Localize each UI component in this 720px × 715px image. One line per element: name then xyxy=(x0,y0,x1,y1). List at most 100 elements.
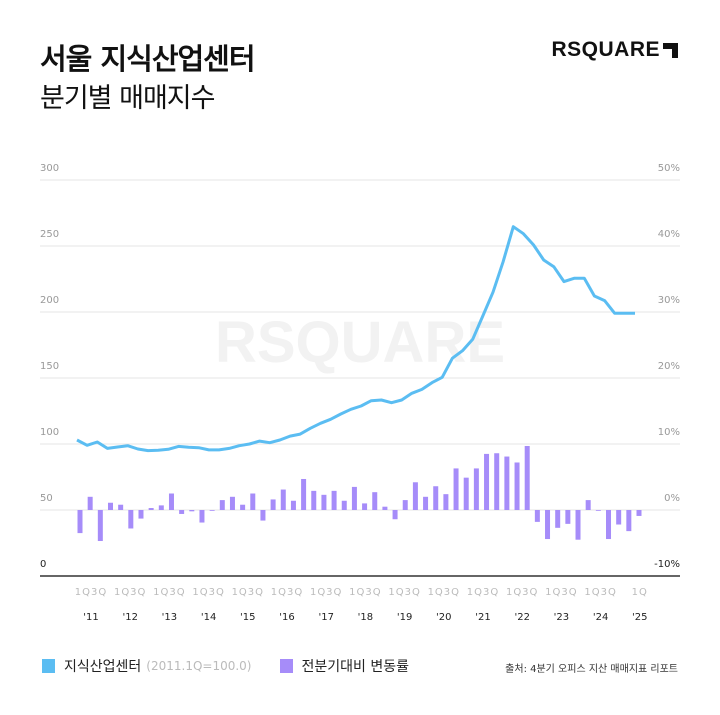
change-bar xyxy=(250,493,256,510)
x-year-tick-label: '20 xyxy=(436,612,451,623)
legend-bar-swatch xyxy=(279,659,293,673)
legend-line-note: (2011.1Q=100.0) xyxy=(146,659,252,673)
x-quarter-tick-label: 1Q3Q xyxy=(271,587,303,598)
right-axis-tick-label: 0% xyxy=(664,493,680,504)
x-quarter-tick-label: 1Q3Q xyxy=(428,587,460,598)
change-bar xyxy=(636,510,642,516)
chart-title: 서울 지식산업센터 xyxy=(40,42,256,76)
change-bar xyxy=(545,510,551,540)
x-quarter-tick-label: 1Q3Q xyxy=(232,587,264,598)
change-bar xyxy=(128,510,134,529)
x-year-tick-label: '23 xyxy=(554,612,569,623)
change-bar xyxy=(280,489,286,510)
right-axis-tick-label: 20% xyxy=(658,361,680,372)
change-bar xyxy=(118,504,124,510)
change-bar xyxy=(606,510,612,540)
change-bar xyxy=(626,510,632,532)
x-year-tick-label: '18 xyxy=(358,612,373,623)
x-year-tick-label: '14 xyxy=(201,612,216,623)
change-bar xyxy=(290,500,296,510)
change-bar xyxy=(534,510,540,522)
change-bar xyxy=(382,506,388,510)
change-bar xyxy=(362,503,368,510)
left-axis-tick-label: 100 xyxy=(40,427,59,438)
change-bar xyxy=(301,478,307,510)
left-axis-tick-label: 50 xyxy=(40,493,53,504)
change-bar xyxy=(514,462,520,510)
change-bar xyxy=(351,486,357,510)
chart: RSQUARE 300 50% 250 40% 200 30% 150 20% 100 10% 50… xyxy=(40,163,680,623)
change-bar xyxy=(260,510,266,521)
right-axis-tick-label: 30% xyxy=(658,295,680,306)
change-bar xyxy=(423,496,429,510)
legend-line-label: 지식산업센터 xyxy=(64,659,142,675)
change-bar xyxy=(392,510,398,520)
change-bar xyxy=(565,510,571,524)
logo-text: RSQUARE xyxy=(551,38,660,61)
change-bar xyxy=(77,510,83,534)
change-bar xyxy=(494,453,500,510)
change-bar xyxy=(484,453,490,510)
change-bar xyxy=(199,510,205,523)
change-bar xyxy=(402,500,408,510)
change-bar xyxy=(616,510,622,525)
change-bar xyxy=(168,493,174,510)
x-quarter-tick-label: 1Q3Q xyxy=(388,587,420,598)
right-axis-tick-label: -10% xyxy=(654,559,680,570)
right-axis-tick-label: 40% xyxy=(658,229,680,240)
x-quarter-tick-label: 1Q xyxy=(632,587,648,598)
change-bar xyxy=(433,486,439,510)
change-bar xyxy=(270,499,276,510)
change-bar xyxy=(148,508,154,510)
x-year-tick-label: '16 xyxy=(279,612,294,623)
change-bar xyxy=(453,468,459,510)
x-quarter-tick-label: 1Q3Q xyxy=(467,587,499,598)
x-year-tick-label: '19 xyxy=(397,612,412,623)
change-bar xyxy=(240,504,246,510)
x-quarter-tick-label: 1Q3Q xyxy=(153,587,185,598)
change-bar xyxy=(97,510,103,542)
left-axis-tick-label: 0 xyxy=(40,559,46,570)
watermark: RSQUARE xyxy=(215,310,505,375)
x-year-tick-label: '25 xyxy=(632,612,647,623)
change-bar xyxy=(138,510,144,519)
change-bar xyxy=(595,510,601,511)
x-year-tick-label: '15 xyxy=(240,612,255,623)
right-axis-tick-label: 10% xyxy=(658,427,680,438)
left-axis-tick-label: 200 xyxy=(40,295,59,306)
change-bar xyxy=(341,500,347,510)
legend-line-swatch xyxy=(42,659,55,673)
change-bar xyxy=(158,505,164,510)
left-axis-tick-label: 150 xyxy=(40,361,59,372)
rsquare-logo: RSQUARE xyxy=(551,38,678,62)
change-bar xyxy=(473,468,479,510)
left-axis-tick-label: 300 xyxy=(40,163,59,174)
change-bar xyxy=(463,477,469,510)
chart-subtitle: 분기별 매매지수 xyxy=(40,83,215,114)
change-bar xyxy=(585,500,591,510)
change-bar xyxy=(229,496,235,510)
legend-bar-label: 전분기대비 변동률 xyxy=(301,659,410,675)
change-bar xyxy=(443,494,449,510)
right-axis-tick-label: 50% xyxy=(658,163,680,174)
change-bar xyxy=(87,496,93,510)
change-bar xyxy=(504,456,510,510)
change-bar xyxy=(575,510,581,540)
x-year-tick-label: '12 xyxy=(122,612,137,623)
change-bar xyxy=(209,510,215,511)
change-bar xyxy=(412,482,418,510)
logo-mark-icon xyxy=(663,42,678,58)
change-bar xyxy=(107,502,113,510)
x-year-tick-label: '17 xyxy=(318,612,333,623)
x-year-tick-label: '21 xyxy=(475,612,490,623)
change-bar xyxy=(189,510,195,512)
x-year-tick-label: '11 xyxy=(83,612,98,623)
x-quarter-tick-label: 1Q3Q xyxy=(349,587,381,598)
change-bar xyxy=(524,445,530,510)
change-bar xyxy=(311,490,317,510)
change-bar xyxy=(219,500,225,510)
change-bar xyxy=(555,510,561,528)
change-bar xyxy=(331,490,337,510)
left-axis-tick-label: 250 xyxy=(40,229,59,240)
x-year-tick-label: '24 xyxy=(593,612,608,623)
